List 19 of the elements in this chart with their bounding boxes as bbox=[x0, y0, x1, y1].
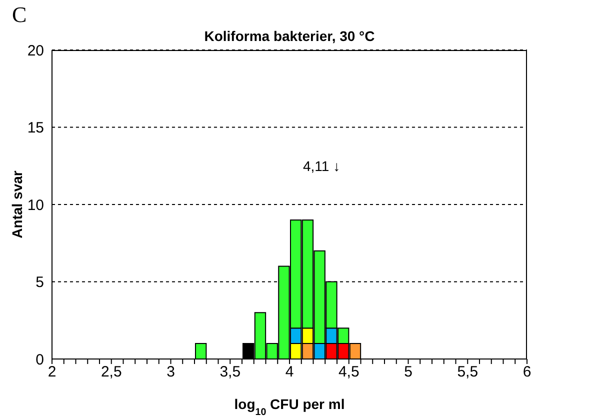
x-tick-label: 4 bbox=[285, 364, 294, 381]
x-tick-label: 5 bbox=[404, 364, 412, 381]
x-tick-label: 5,5 bbox=[457, 364, 478, 381]
y-axis-title: Antal svar bbox=[9, 170, 25, 238]
text: C bbox=[12, 2, 27, 28]
x-axis-title: log$_{10}$ CFU per ml bbox=[234, 396, 345, 418]
x-tick-label: 3 bbox=[166, 364, 175, 381]
y-tick-label: 20 bbox=[27, 42, 44, 60]
y-tick-label: 15 bbox=[27, 120, 44, 137]
chart-title: Koliforma bakterier, 30 °C bbox=[203, 28, 376, 44]
y-tick-label: 0 bbox=[36, 351, 44, 368]
annotation: 4,11 ↓ bbox=[303, 158, 340, 174]
y-tick-label: 5 bbox=[36, 274, 44, 292]
x-tick-label: 3,5 bbox=[220, 364, 241, 381]
x-tick-label: 2,5 bbox=[100, 364, 122, 381]
x-tick-label: 6 bbox=[522, 364, 532, 381]
y-tick-label: 10 bbox=[27, 196, 44, 214]
x-tick-label: 2 bbox=[48, 364, 56, 381]
x-tick-label: 4,5 bbox=[338, 364, 360, 381]
